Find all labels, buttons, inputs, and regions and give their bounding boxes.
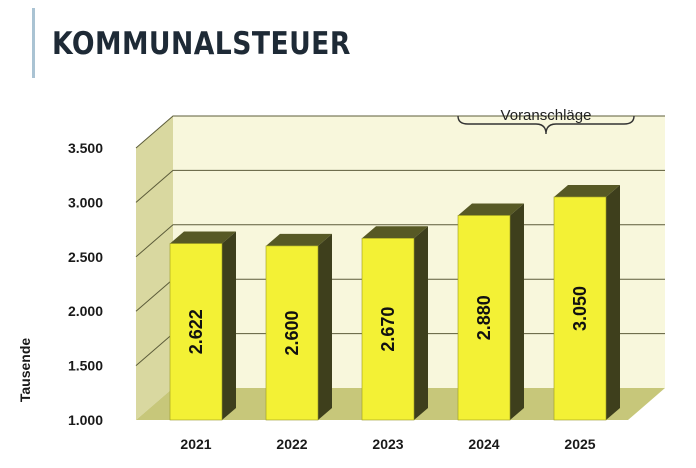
y-tick-label: 1.000 [68, 412, 103, 428]
bar-2023: 2.670 [361, 226, 428, 421]
y-axis-ticks: 1.000 1.500 2.000 2.500 3.000 3.500 [68, 140, 103, 428]
bar-front [265, 245, 319, 421]
y-tick-label: 2.500 [68, 249, 103, 265]
bar-front [457, 215, 511, 421]
bar-value-label: 2.600 [282, 310, 302, 355]
chart-side-wall [136, 116, 173, 420]
bar-front [169, 243, 223, 421]
bar-value-label: 2.670 [378, 307, 398, 352]
bar-top [266, 233, 332, 246]
bar-side [606, 184, 620, 420]
gridline [135, 169, 665, 203]
bar-2025: 3.050 [553, 184, 620, 421]
bars: 2.622 2.600 2.670 2.880 3.050 [169, 184, 620, 421]
bar-side [510, 203, 524, 420]
forecast-annotation: Voranschläge [457, 107, 635, 135]
annotation-label: Voranschläge [501, 107, 592, 124]
bar-2021: 2.622 [169, 231, 236, 421]
bar-value-label: 2.880 [474, 295, 494, 340]
y-tick-label: 3.000 [68, 194, 103, 210]
x-tick-label: 2023 [372, 436, 403, 452]
title-accent-bar [32, 8, 35, 78]
bar-top [362, 226, 428, 239]
bar-front [361, 238, 415, 421]
x-tick-label: 2024 [468, 436, 499, 452]
bar-2024: 2.880 [457, 203, 524, 421]
gridline [135, 115, 665, 149]
bar-side [318, 233, 332, 420]
bar-side [414, 226, 428, 420]
x-tick-label: 2022 [276, 436, 307, 452]
bar-top [458, 203, 524, 216]
bar-value-label: 2.622 [186, 309, 206, 354]
page-title: KOMMUNALSTEUER [52, 26, 351, 62]
x-axis-labels: 2021 2022 2023 2024 2025 [180, 436, 595, 452]
bar-top [170, 231, 236, 244]
bar-top [554, 184, 620, 197]
annotation-brace [457, 115, 635, 135]
y-tick-label: 3.500 [68, 140, 103, 156]
bar-side [222, 231, 236, 420]
bar-value-label: 3.050 [570, 286, 590, 331]
x-tick-label: 2021 [180, 436, 211, 452]
y-tick-label: 1.500 [68, 358, 103, 374]
bar-front [553, 196, 607, 421]
x-tick-label: 2025 [564, 436, 595, 452]
y-axis-title: Tausende [17, 338, 33, 403]
bar-2022: 2.600 [265, 233, 332, 421]
y-tick-label: 2.000 [68, 303, 103, 319]
